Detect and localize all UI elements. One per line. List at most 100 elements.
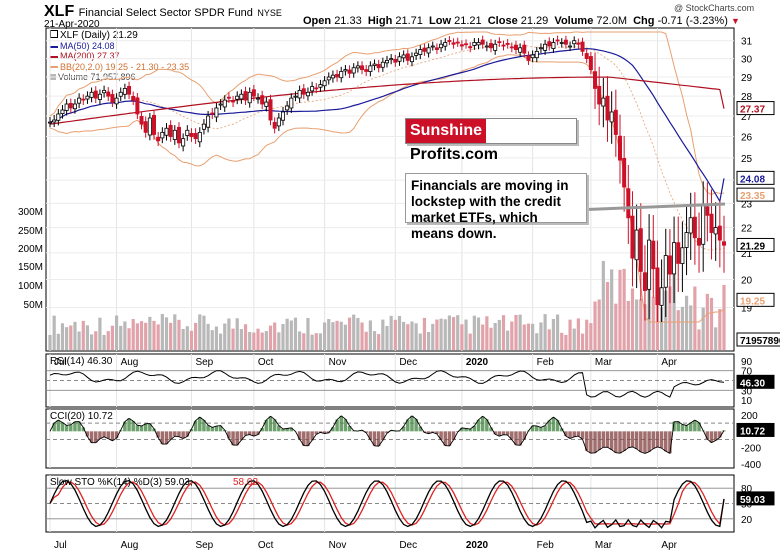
candle-body: [634, 229, 639, 261]
low-label: Low: [429, 15, 452, 27]
volume-bar: [389, 315, 393, 350]
candle-body: [472, 42, 477, 46]
volume-bar: [268, 325, 273, 350]
volume-bar: [202, 315, 206, 350]
volume-bar: [194, 322, 198, 350]
volume-bar: [339, 321, 343, 350]
volume-bar: [160, 314, 164, 350]
tag-sto: 59.03: [740, 495, 765, 506]
tag-bb-upper: 23.35: [740, 191, 765, 202]
volume-bar: [322, 322, 327, 350]
volume-bar: [327, 319, 331, 350]
volume-bar: [243, 324, 248, 350]
volume-bar: [464, 319, 468, 350]
rsi-label: RSI(14) 46.30: [50, 356, 113, 367]
candle-body: [239, 93, 244, 100]
volume-bar: [210, 330, 214, 350]
volume-bar: [659, 307, 664, 350]
tag-bb-lower-bg: [736, 292, 775, 307]
volume-bar: [289, 320, 293, 350]
candle-body: [247, 91, 252, 104]
volume-bar: [131, 319, 135, 350]
candle-body: [48, 121, 53, 124]
candle-body: [697, 237, 702, 246]
volume-bar: [306, 317, 310, 350]
x-tick-label-top: Jul: [54, 357, 67, 368]
candle-body: [322, 80, 327, 87]
volume-bar: [601, 260, 605, 350]
volume-bar: [626, 300, 630, 350]
tag-volume: 71957896: [740, 336, 780, 347]
price-tick-label: 21: [741, 249, 753, 260]
x-tick-label-top: Feb: [537, 357, 555, 368]
volume-bar: [456, 315, 460, 350]
candle-body: [626, 188, 631, 219]
volume-bar: [680, 306, 684, 350]
candle-body: [680, 247, 685, 264]
candle-body: [493, 43, 498, 51]
candle-body: [709, 213, 714, 233]
candle-body: [243, 91, 248, 101]
candle-body: [89, 91, 94, 98]
candle-body: [139, 115, 144, 125]
price-tick-label: 22: [741, 224, 753, 235]
volume-bar: [110, 325, 115, 350]
x-tick-label-bottom: Dec: [399, 540, 417, 551]
candle-body: [122, 88, 127, 95]
candle-body: [102, 89, 107, 94]
volume-bar: [85, 325, 90, 350]
bb-upper-line: [49, 31, 725, 196]
candle-body: [509, 46, 514, 49]
price-tick-label: 20: [741, 276, 753, 287]
volume-bar: [152, 320, 156, 350]
price-tick-label: 28: [741, 92, 753, 103]
tag-close-bg: [736, 237, 775, 252]
candle-body: [588, 56, 593, 70]
volume-bar: [697, 329, 701, 350]
volume-tick-label: 200M: [18, 244, 43, 255]
candle-body: [593, 71, 598, 89]
chg-value: -0.71 (-3.23%): [657, 15, 728, 27]
volume-bar: [381, 319, 385, 350]
volume-bar: [106, 331, 110, 350]
sto-label-d: 58.02: [233, 477, 258, 488]
volume-bar: [439, 318, 443, 350]
candle-body: [256, 97, 261, 100]
line-icon: [50, 56, 58, 59]
volume-bar: [90, 334, 94, 350]
volume-bar: [218, 333, 223, 350]
candle-body: [231, 100, 236, 103]
volume-bar: [560, 332, 564, 350]
volume-bar: [485, 316, 489, 350]
candle-body: [497, 41, 502, 44]
candle-body: [97, 93, 102, 100]
candle-body: [617, 135, 622, 161]
sto-label-k: Slow STO %K(14) %D(3) 59.03,: [50, 477, 193, 488]
legend-ma200-text: MA(200) 27.37: [60, 51, 120, 62]
candle-body: [218, 103, 223, 106]
volume-bar: [693, 286, 697, 350]
candle-body: [285, 105, 290, 111]
volume-bar: [343, 324, 347, 350]
volume-bar: [281, 323, 285, 350]
volume-bar: [69, 325, 73, 350]
candle-body: [688, 217, 693, 234]
candle-body: [260, 95, 265, 105]
volume-bar: [564, 334, 568, 350]
candle-body: [397, 56, 402, 62]
volume-bar: [127, 328, 131, 350]
volume-bar: [468, 333, 472, 350]
volume-bar: [406, 324, 410, 350]
tag-volume-bg: [736, 332, 780, 347]
volume-label: Volume: [554, 15, 594, 27]
candle-body: [455, 41, 460, 44]
volume-bar: [489, 327, 493, 350]
candle-body: [310, 86, 315, 92]
candle-body: [93, 90, 98, 99]
volume-bar: [593, 301, 597, 350]
candle-body: [414, 52, 419, 56]
candle-body: [272, 122, 277, 129]
volume-bar: [377, 334, 381, 350]
volume-bar: [476, 317, 481, 350]
candle-body: [164, 127, 169, 136]
